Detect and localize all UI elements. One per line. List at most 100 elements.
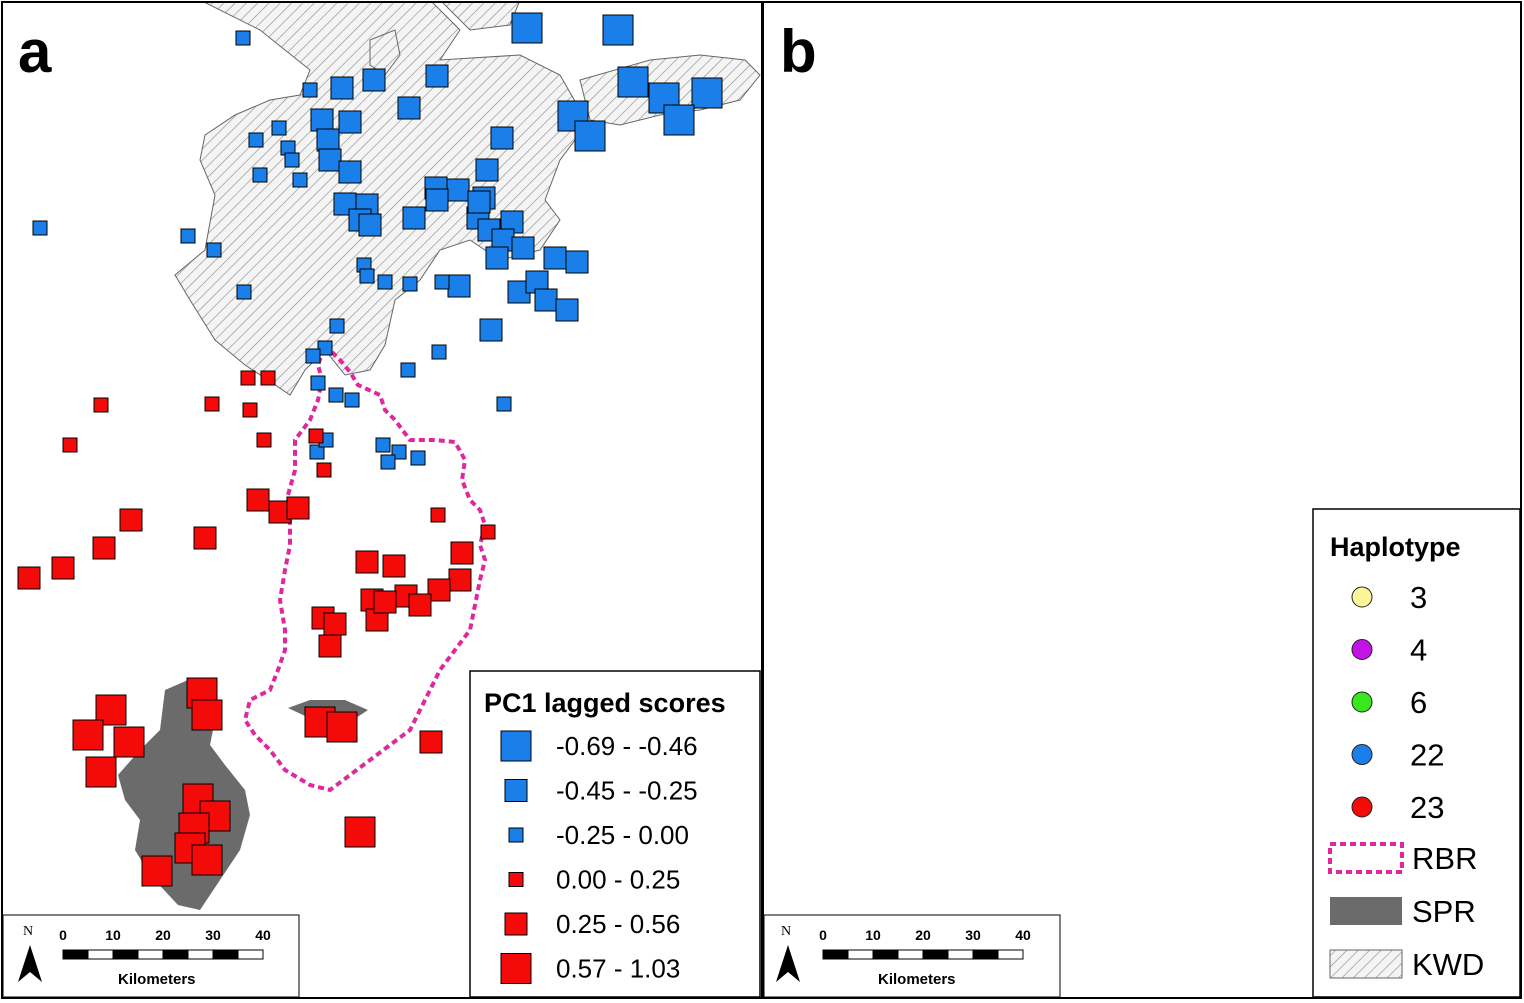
blue-score-square bbox=[328, 387, 344, 403]
red-score-square bbox=[316, 462, 332, 478]
scale-segment bbox=[947, 949, 974, 960]
scale-tick-label: 0 bbox=[59, 927, 67, 943]
scale-tick-label: 20 bbox=[155, 927, 171, 943]
blue-score-square bbox=[574, 120, 606, 152]
legend-pc1-swatch bbox=[504, 779, 528, 802]
legend-haplotype-title: Haplotype bbox=[1330, 532, 1461, 562]
legend-pc1-title: PC1 lagged scores bbox=[484, 688, 726, 718]
red-score-square bbox=[382, 554, 406, 578]
blue-score-square bbox=[446, 178, 470, 202]
panel-b-letter: b bbox=[780, 18, 817, 85]
legend-pc1-swatch bbox=[508, 827, 524, 843]
legend-haplotype-items: 3 4 6 22 23 RBR SPR KWD bbox=[1328, 580, 1484, 982]
scale-tick-label: 10 bbox=[865, 927, 881, 943]
legend-haplotype: Haplotype 3 4 6 22 23 RBR SPR KWD bbox=[1312, 508, 1521, 998]
red-score-square bbox=[419, 730, 443, 754]
scale-segment bbox=[212, 949, 239, 960]
red-score-square bbox=[204, 396, 220, 412]
blue-score-square bbox=[397, 96, 421, 120]
blue-score-square bbox=[330, 76, 354, 100]
scale-tick-label: 30 bbox=[205, 927, 221, 943]
scale-segment bbox=[237, 949, 264, 960]
blue-score-square bbox=[305, 348, 321, 364]
red-score-square bbox=[286, 496, 310, 520]
scale-segment bbox=[997, 949, 1024, 960]
north-arrow-icon bbox=[18, 945, 42, 982]
panel-b: b Haplotype 3 4 6 22 23 RBR SPR KWD N bbox=[762, 1, 1522, 999]
scale-tick-label: 30 bbox=[965, 927, 981, 943]
blue-score-square bbox=[316, 128, 340, 152]
blue-score-square bbox=[434, 274, 450, 290]
blue-score-square bbox=[362, 68, 386, 92]
north-label: N bbox=[23, 924, 33, 939]
scale-segment bbox=[87, 949, 114, 960]
legend-haplotype-swatch bbox=[1351, 691, 1373, 713]
blue-score-square bbox=[431, 344, 447, 360]
blue-score-square bbox=[380, 454, 396, 470]
red-score-square bbox=[326, 711, 358, 743]
blue-score-square bbox=[447, 274, 471, 298]
red-score-square bbox=[92, 536, 116, 560]
blue-score-square bbox=[310, 108, 334, 132]
legend-haplotype-label: 6 bbox=[1410, 685, 1427, 720]
legend-kwd-swatch bbox=[1329, 949, 1403, 979]
red-score-square bbox=[256, 432, 272, 448]
blue-score-square bbox=[496, 396, 512, 412]
legend-pc1-label: -0.69 - -0.46 bbox=[556, 731, 698, 761]
blue-score-square bbox=[543, 246, 567, 270]
legend-haplotype-label: 3 bbox=[1410, 580, 1427, 615]
red-score-square bbox=[193, 526, 217, 550]
legend-haplotype-swatch bbox=[1351, 796, 1373, 818]
blue-score-square bbox=[235, 30, 251, 46]
scale-tick-label: 20 bbox=[915, 927, 931, 943]
legend-area-label: RBR bbox=[1412, 841, 1477, 876]
red-score-square bbox=[448, 568, 472, 592]
scale-segment bbox=[162, 949, 189, 960]
blue-score-square bbox=[180, 228, 196, 244]
blue-score-square bbox=[402, 276, 418, 292]
blue-score-square bbox=[485, 246, 509, 270]
legend-pc1-swatch bbox=[508, 872, 524, 887]
scale-tick-label: 40 bbox=[255, 927, 271, 943]
blue-score-square bbox=[318, 148, 342, 172]
blue-score-square bbox=[602, 14, 634, 46]
scale-bar-graphic: 0 10 20 30 40 Kilometers bbox=[819, 927, 1031, 988]
blue-score-square bbox=[490, 126, 514, 150]
red-score-square bbox=[373, 590, 397, 614]
scale-segment bbox=[897, 949, 924, 960]
red-score-square bbox=[427, 578, 451, 602]
north-arrow-icon bbox=[776, 945, 800, 982]
red-score-square bbox=[260, 370, 276, 386]
scale-unit-label: Kilometers bbox=[118, 971, 196, 988]
red-score-square bbox=[191, 844, 223, 876]
legend-pc1-swatch bbox=[500, 953, 532, 984]
red-score-square bbox=[85, 756, 117, 788]
scale-tick-label: 10 bbox=[105, 927, 121, 943]
red-score-square bbox=[355, 550, 379, 574]
red-score-square bbox=[141, 855, 173, 887]
legend-area-label: KWD bbox=[1412, 947, 1484, 982]
blue-score-square bbox=[317, 340, 333, 356]
blue-score-square bbox=[338, 160, 362, 184]
blue-score-square bbox=[400, 362, 416, 378]
blue-score-square bbox=[475, 158, 499, 182]
scale-segment bbox=[822, 949, 849, 960]
blue-score-square bbox=[479, 318, 503, 342]
red-score-square bbox=[344, 816, 376, 848]
red-score-square bbox=[242, 402, 258, 418]
pc1-score-squares bbox=[17, 12, 723, 887]
blue-score-square bbox=[691, 77, 723, 109]
scale-segment bbox=[922, 949, 949, 960]
legend-pc1-label: 0.25 - 0.56 bbox=[556, 909, 680, 939]
blue-score-square bbox=[302, 82, 318, 98]
red-score-square bbox=[308, 428, 324, 444]
blue-score-square bbox=[467, 190, 491, 214]
blue-score-square bbox=[617, 66, 649, 98]
blue-score-square bbox=[410, 450, 426, 466]
blue-score-square bbox=[309, 444, 325, 460]
legend-area-label: SPR bbox=[1412, 894, 1476, 929]
red-score-square bbox=[62, 437, 78, 453]
blue-score-square bbox=[425, 64, 449, 88]
blue-score-square bbox=[271, 120, 287, 136]
